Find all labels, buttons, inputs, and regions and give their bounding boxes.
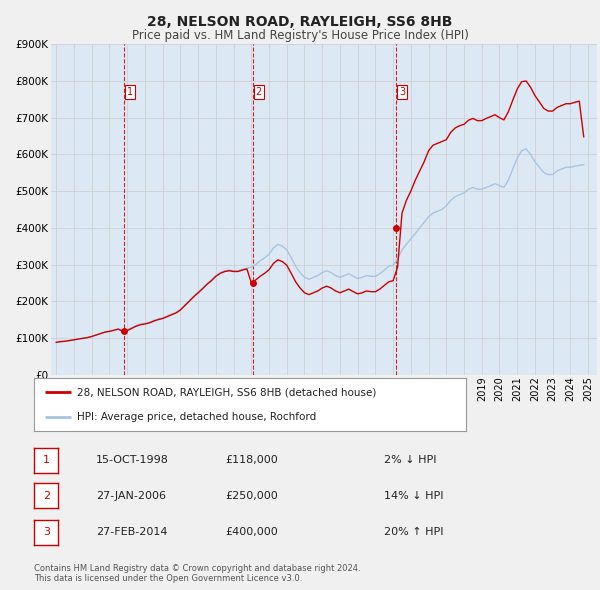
Text: 3: 3 (43, 527, 50, 537)
Text: 1: 1 (43, 455, 50, 465)
Text: 27-FEB-2014: 27-FEB-2014 (96, 527, 167, 537)
Text: 20% ↑ HPI: 20% ↑ HPI (384, 527, 443, 537)
Text: Contains HM Land Registry data © Crown copyright and database right 2024.
This d: Contains HM Land Registry data © Crown c… (34, 563, 361, 583)
Text: 28, NELSON ROAD, RAYLEIGH, SS6 8HB: 28, NELSON ROAD, RAYLEIGH, SS6 8HB (148, 15, 452, 29)
Text: 3: 3 (399, 87, 405, 97)
Text: 2: 2 (43, 491, 50, 500)
Text: 2% ↓ HPI: 2% ↓ HPI (384, 455, 437, 465)
Text: 1: 1 (127, 87, 133, 97)
Text: £250,000: £250,000 (226, 491, 278, 500)
Text: Price paid vs. HM Land Registry's House Price Index (HPI): Price paid vs. HM Land Registry's House … (131, 30, 469, 42)
Text: £400,000: £400,000 (226, 527, 278, 537)
Text: 28, NELSON ROAD, RAYLEIGH, SS6 8HB (detached house): 28, NELSON ROAD, RAYLEIGH, SS6 8HB (deta… (77, 388, 377, 398)
Text: 14% ↓ HPI: 14% ↓ HPI (384, 491, 443, 500)
Text: £118,000: £118,000 (226, 455, 278, 465)
Text: 15-OCT-1998: 15-OCT-1998 (96, 455, 169, 465)
Text: 27-JAN-2006: 27-JAN-2006 (96, 491, 166, 500)
Text: HPI: Average price, detached house, Rochford: HPI: Average price, detached house, Roch… (77, 412, 317, 422)
Text: 2: 2 (256, 87, 262, 97)
